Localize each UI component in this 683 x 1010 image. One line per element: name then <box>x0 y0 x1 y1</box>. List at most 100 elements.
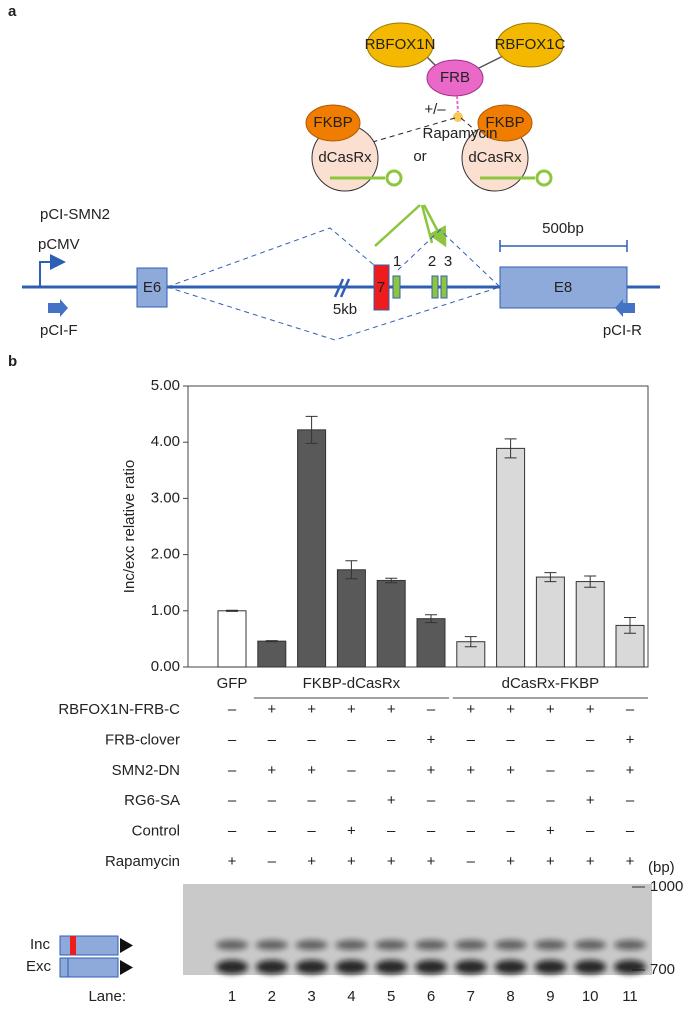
y-tick-label: 2.00 <box>151 546 180 563</box>
band-label: Inc <box>30 936 51 953</box>
marker-label: 1000 <box>650 878 683 895</box>
panel-label: b <box>8 353 17 370</box>
cell: – <box>546 762 555 779</box>
gel-band <box>375 940 408 950</box>
gel-shapes <box>59 884 652 978</box>
gel-band <box>216 960 248 974</box>
cell: – <box>347 762 356 779</box>
protein-label: dCasRx <box>468 149 522 166</box>
intron-label: 5kb <box>333 301 357 318</box>
gel-band <box>534 940 567 950</box>
bar <box>376 579 406 668</box>
cell: + <box>228 853 237 870</box>
annotation: Rapamycin <box>422 125 497 142</box>
cell: + <box>387 853 396 870</box>
protein-label: dCasRx <box>318 149 372 166</box>
group-label: FKBP-dCasRx <box>303 675 401 692</box>
cell: – <box>427 701 436 718</box>
promoter-label: pCMV <box>38 236 80 253</box>
cell: – <box>586 762 595 779</box>
cell: + <box>307 853 316 870</box>
cell: – <box>307 731 316 748</box>
cell: + <box>427 853 436 870</box>
cell: – <box>228 731 237 748</box>
cell: + <box>347 853 356 870</box>
bar <box>535 576 565 668</box>
error-bar <box>464 636 477 648</box>
cell: – <box>387 731 396 748</box>
error-bar <box>425 614 437 624</box>
protein-label: FKBP <box>485 114 524 131</box>
lane-number: 2 <box>268 988 276 1005</box>
error-bar <box>544 572 557 583</box>
gel-band <box>335 940 368 950</box>
bar <box>217 610 247 668</box>
cell: – <box>387 823 396 840</box>
gel-band <box>216 940 248 950</box>
cell: + <box>427 731 436 748</box>
gel-band <box>295 960 328 974</box>
exon-label: E6 <box>143 279 161 296</box>
row-label: FRB-clover <box>105 731 180 748</box>
cell: + <box>466 762 475 779</box>
gel-unit: (bp) <box>648 859 675 876</box>
bar <box>575 581 605 668</box>
bar <box>257 640 287 668</box>
cell: – <box>268 731 277 748</box>
protein-label: FKBP <box>313 114 352 131</box>
lane-number: 4 <box>347 988 355 1005</box>
cell: – <box>506 823 515 840</box>
cell: – <box>467 853 476 870</box>
row-label: Control <box>132 823 180 840</box>
cell: + <box>626 731 635 748</box>
primer-label: pCI-R <box>603 322 642 339</box>
row-label: SMN2-DN <box>112 762 180 779</box>
error-bar <box>385 577 398 584</box>
cell: + <box>546 701 555 718</box>
protein-label: FRB <box>440 69 470 86</box>
cell: + <box>347 823 356 840</box>
cell: – <box>506 731 515 748</box>
lane-number: 7 <box>467 988 475 1005</box>
cell: + <box>586 792 595 809</box>
gel-band <box>255 940 288 950</box>
gel-band <box>494 960 527 974</box>
gel-band <box>494 940 527 950</box>
cell: – <box>228 762 237 779</box>
cell: – <box>467 792 476 809</box>
cell: – <box>427 792 436 809</box>
cell: + <box>267 762 276 779</box>
group-label: dCasRx-FKBP <box>502 675 600 692</box>
cell: – <box>427 823 436 840</box>
cell: – <box>387 762 396 779</box>
gel-band <box>454 940 487 950</box>
gel-band <box>415 940 447 950</box>
cell: – <box>467 731 476 748</box>
band-label: Exc <box>26 958 52 975</box>
gel-band <box>614 960 646 974</box>
cell: – <box>626 792 635 809</box>
panel-label: a <box>8 3 17 20</box>
bar <box>416 618 446 668</box>
cell: + <box>387 701 396 718</box>
cell: – <box>586 823 595 840</box>
cell: + <box>506 762 515 779</box>
y-axis-title: Inc/exc relative ratio <box>121 460 138 593</box>
cell: + <box>586 701 595 718</box>
cell: + <box>626 762 635 779</box>
gel-band <box>255 960 288 974</box>
cell: + <box>427 762 436 779</box>
marker-label: 700 <box>650 961 675 978</box>
error-bar <box>345 560 358 580</box>
lane-number: 6 <box>427 988 435 1005</box>
cell: + <box>307 762 316 779</box>
cell: – <box>228 701 237 718</box>
gel-band <box>574 940 607 950</box>
gel-band <box>335 960 368 974</box>
cell: + <box>546 823 555 840</box>
cell: + <box>466 701 475 718</box>
protein-label: RBFOX1C <box>495 36 566 53</box>
lane-number: 9 <box>546 988 554 1005</box>
lane-title: Lane: <box>88 988 126 1005</box>
